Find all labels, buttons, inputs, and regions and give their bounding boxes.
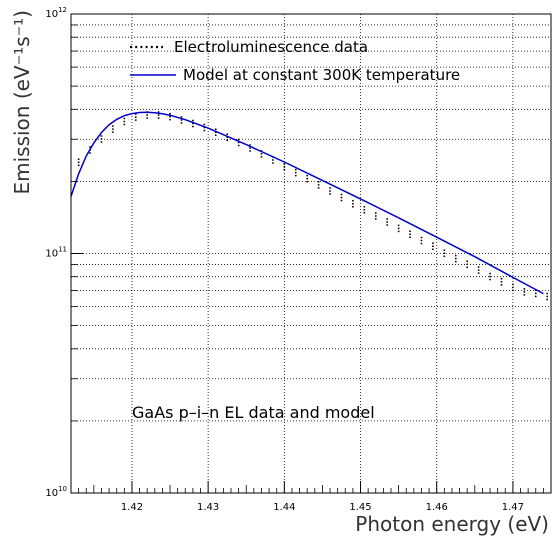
y-tick-label: 1010 [45,485,67,499]
x-tick-label: 1.44 [273,502,295,513]
y-tick-base: 10 [45,249,58,260]
x-tick-label: 1.46 [426,502,448,513]
legend: Electroluminescence data Model at consta… [130,38,460,84]
legend-label-data: Electroluminescence data [174,38,368,56]
y-tick-exponent: 11 [58,246,67,254]
x-tick-label: 1.42 [121,502,143,513]
y-tick-base: 10 [45,488,58,499]
grid-lines [71,14,551,493]
y-tick-label: 1012 [45,6,67,20]
series-layer [70,111,548,301]
x-axis-label: Photon energy (eV) [355,512,549,536]
chart-annotation: GaAs p–i–n EL data and model [132,403,375,422]
legend-label-model: Model at constant 300K temperature [183,66,460,84]
y-axis-label: Emission (eV⁻¹s⁻¹) [10,10,34,195]
x-tick-label: 1.47 [502,502,524,513]
x-tick-label: 1.43 [197,502,219,513]
x-tick-label: 1.45 [349,502,371,513]
y-tick-base: 10 [45,9,58,20]
model-line [70,111,544,295]
y-tick-label: 1011 [45,246,67,260]
y-tick-exponent: 10 [58,485,67,493]
y-tick-exponent: 12 [58,6,67,14]
